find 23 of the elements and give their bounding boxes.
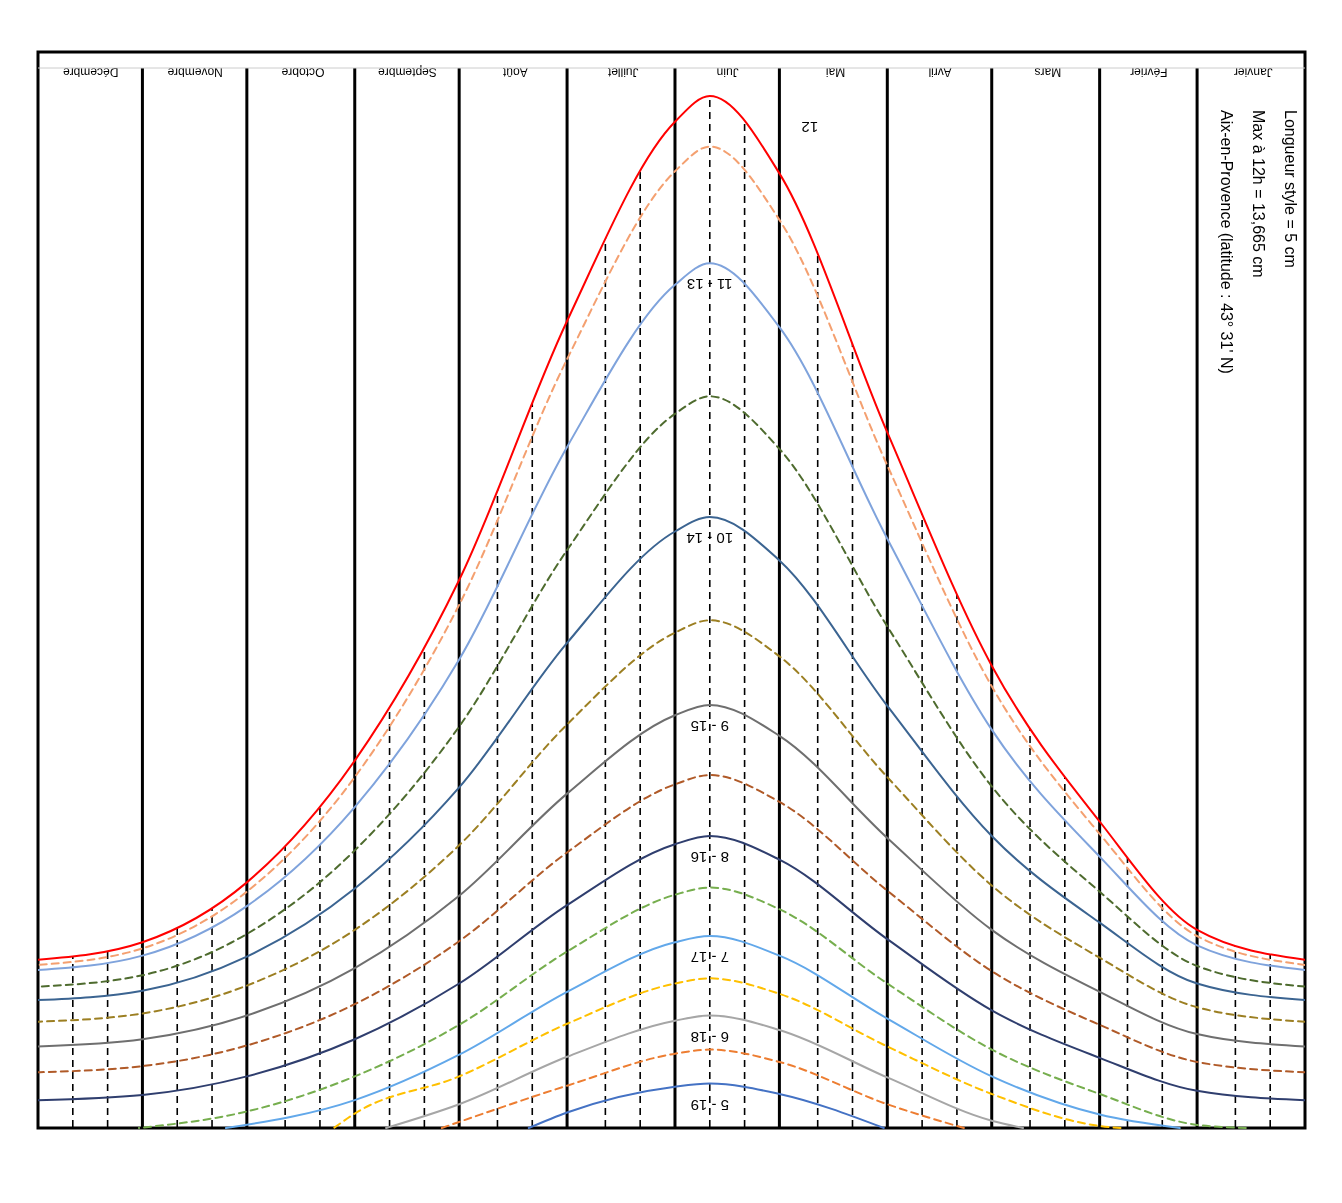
x-tick-label: Juin [716,64,739,79]
x-tick-label: Novembre [167,64,223,79]
series-label: 11 - 13 [686,276,733,294]
x-tick-label: Octobre [281,64,325,79]
text: 12 [801,119,819,137]
annotation: Longueur style = 5 cm [1282,110,1299,268]
x-tick-label: Décembre [62,64,119,79]
annotation: Aix-en-Provence (latitude : 43° 31' N) [1218,110,1235,374]
series-label: 8 - 16 [690,848,729,866]
x-tick-label: Mars [1034,64,1062,79]
x-tick-label: Avril [928,64,952,79]
annotation: Max à 12h = 13,665 cm [1250,110,1267,278]
x-tick-label: Mai [825,64,846,79]
series-label: 6 - 18 [690,1028,729,1046]
series-label: 10 - 14 [686,530,734,548]
x-tick-label: Janvier [1233,64,1273,79]
series-label: 7 - 17 [690,949,729,967]
series-label: 5 - 19 [690,1096,729,1114]
x-tick-label: Septembre [377,64,437,79]
x-tick-label: Février [1130,64,1168,79]
x-tick-label: Août [502,64,528,79]
series-label: 9 - 15 [690,717,729,735]
x-tick-label: Juillet [607,64,639,79]
